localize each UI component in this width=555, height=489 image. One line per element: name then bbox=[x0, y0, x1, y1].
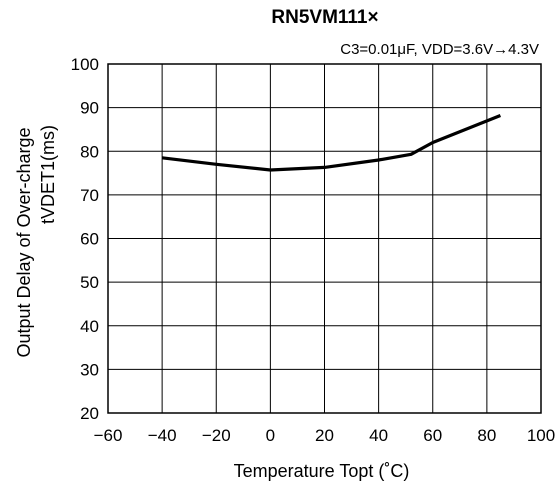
chart-subtitle: C3=0.01μF, VDD=3.6V→4.3V bbox=[340, 41, 539, 58]
x-tick-label: −60 bbox=[94, 426, 123, 445]
y-axis-title-line1: Output Delay of Over-charge bbox=[14, 127, 34, 357]
y-tick-label: 80 bbox=[80, 142, 99, 161]
x-tick-label: 0 bbox=[266, 426, 275, 445]
x-tick-label: −20 bbox=[202, 426, 231, 445]
x-tick-label: 20 bbox=[315, 426, 334, 445]
x-tick-label: 40 bbox=[369, 426, 388, 445]
y-tick-label: 50 bbox=[80, 273, 99, 292]
y-tick-label: 20 bbox=[80, 404, 99, 423]
y-tick-label: 30 bbox=[80, 360, 99, 379]
y-axis-title-line2: tVDET1(ms) bbox=[38, 125, 58, 224]
grid-lines bbox=[108, 64, 541, 413]
y-tick-label: 40 bbox=[80, 317, 99, 336]
x-tick-label: 60 bbox=[423, 426, 442, 445]
chart-title: RN5VM111× bbox=[271, 7, 378, 28]
y-tick-label: 70 bbox=[80, 186, 99, 205]
tick-labels: −60 −40 −20 0 20 40 60 80 100 100 90 80 70 60 50 40 30 20 bbox=[71, 55, 555, 445]
series-layer bbox=[161, 114, 501, 172]
series-line bbox=[161, 114, 501, 172]
y-tick-label: 90 bbox=[80, 99, 99, 118]
x-axis-title: Temperature Topt (˚C) bbox=[234, 461, 410, 481]
x-tick-label: −40 bbox=[148, 426, 177, 445]
y-tick-label: 100 bbox=[71, 55, 99, 74]
x-tick-label: 100 bbox=[527, 426, 555, 445]
y-tick-label: 60 bbox=[80, 230, 99, 249]
plot-frame bbox=[107, 63, 542, 414]
x-tick-label: 80 bbox=[477, 426, 496, 445]
